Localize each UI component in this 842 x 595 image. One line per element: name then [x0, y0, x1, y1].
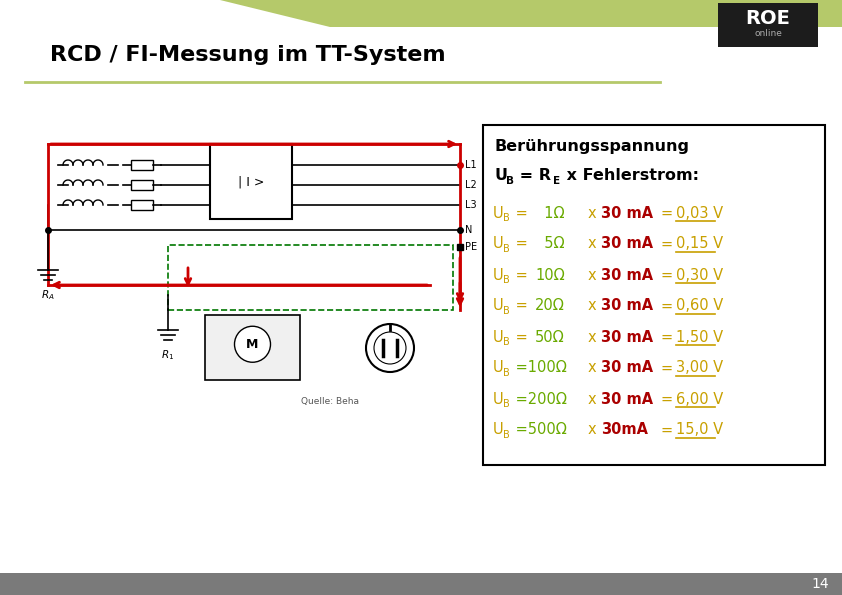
- Text: =500Ω: =500Ω: [511, 422, 567, 437]
- Text: M: M: [247, 338, 258, 350]
- Text: 10Ω: 10Ω: [535, 268, 565, 283]
- Text: 3,00 V: 3,00 V: [676, 361, 723, 375]
- Text: 1Ω: 1Ω: [535, 205, 564, 221]
- Text: 30 mA: 30 mA: [601, 236, 653, 252]
- Text: x: x: [588, 392, 597, 406]
- Text: = R: = R: [514, 168, 551, 183]
- Text: U: U: [493, 392, 504, 406]
- Text: x: x: [588, 268, 597, 283]
- Text: U: U: [493, 330, 504, 345]
- Text: x: x: [588, 422, 597, 437]
- Text: 5Ω: 5Ω: [535, 236, 564, 252]
- Text: =: =: [511, 236, 528, 252]
- Text: B: B: [503, 306, 509, 316]
- Text: 0,15 V: 0,15 V: [676, 236, 723, 252]
- Text: 30 mA: 30 mA: [601, 361, 653, 375]
- Text: B: B: [503, 275, 509, 285]
- Bar: [210, 144, 292, 219]
- Text: =: =: [661, 205, 673, 221]
- Text: =: =: [661, 422, 673, 437]
- Bar: [483, 125, 825, 465]
- Text: =: =: [661, 299, 673, 314]
- Text: x: x: [588, 236, 597, 252]
- Bar: [168, 245, 453, 310]
- Text: x Fehlerstrom:: x Fehlerstrom:: [561, 168, 699, 183]
- Text: =: =: [511, 299, 528, 314]
- Text: 0,03 V: 0,03 V: [676, 205, 723, 221]
- Text: 30 mA: 30 mA: [601, 205, 653, 221]
- Text: E: E: [553, 176, 560, 186]
- Text: RCD / FI-Messung im TT-System: RCD / FI-Messung im TT-System: [50, 45, 445, 65]
- Text: x: x: [588, 205, 597, 221]
- Text: U: U: [493, 299, 504, 314]
- Text: 0,30 V: 0,30 V: [676, 268, 723, 283]
- Text: x: x: [588, 361, 597, 375]
- Text: x: x: [588, 330, 597, 345]
- Text: x: x: [588, 299, 597, 314]
- Text: =: =: [661, 236, 673, 252]
- Text: B: B: [503, 337, 509, 347]
- Text: =200Ω: =200Ω: [511, 392, 567, 406]
- Bar: [718, 3, 818, 47]
- Bar: [131, 160, 153, 170]
- Text: ROE: ROE: [745, 10, 791, 29]
- Text: U: U: [493, 422, 504, 437]
- Text: B: B: [503, 430, 509, 440]
- Text: $R_A$: $R_A$: [41, 288, 55, 302]
- Text: =: =: [661, 330, 673, 345]
- Bar: [205, 315, 300, 380]
- Bar: [0, 573, 842, 595]
- Text: L3: L3: [465, 200, 477, 210]
- Text: =: =: [661, 361, 673, 375]
- Text: 30 mA: 30 mA: [601, 392, 653, 406]
- Circle shape: [366, 324, 414, 372]
- Text: 14: 14: [811, 577, 829, 591]
- Text: L2: L2: [465, 180, 477, 190]
- Text: =: =: [661, 268, 673, 283]
- Text: =: =: [511, 205, 528, 221]
- Text: Quelle: Beha: Quelle: Beha: [301, 397, 359, 406]
- Text: Berührungsspannung: Berührungsspannung: [495, 139, 690, 155]
- Bar: [131, 180, 153, 190]
- Text: B: B: [503, 399, 509, 409]
- Text: B: B: [503, 244, 509, 254]
- Text: 30 mA: 30 mA: [601, 330, 653, 345]
- Text: =: =: [511, 330, 528, 345]
- Text: L1: L1: [465, 160, 477, 170]
- Text: B: B: [503, 213, 509, 223]
- Text: =: =: [511, 268, 528, 283]
- Circle shape: [235, 326, 270, 362]
- Text: U: U: [493, 268, 504, 283]
- Text: N: N: [465, 225, 472, 235]
- Text: 0,60 V: 0,60 V: [676, 299, 723, 314]
- Text: 6,00 V: 6,00 V: [676, 392, 723, 406]
- Text: =: =: [661, 392, 673, 406]
- Text: U: U: [495, 168, 508, 183]
- Text: 20Ω: 20Ω: [535, 299, 565, 314]
- Text: U: U: [493, 361, 504, 375]
- Text: $R_1$: $R_1$: [162, 348, 174, 362]
- Text: U: U: [493, 205, 504, 221]
- Text: =100Ω: =100Ω: [511, 361, 567, 375]
- Text: online: online: [754, 30, 782, 39]
- Text: 50Ω: 50Ω: [535, 330, 565, 345]
- Text: 1,50 V: 1,50 V: [676, 330, 723, 345]
- Text: B: B: [506, 176, 514, 186]
- Text: PE: PE: [465, 242, 477, 252]
- Text: 30 mA: 30 mA: [601, 299, 653, 314]
- Circle shape: [374, 332, 406, 364]
- Text: | I >: | I >: [237, 175, 264, 188]
- Text: 15,0 V: 15,0 V: [676, 422, 723, 437]
- Polygon shape: [0, 0, 842, 27]
- Bar: [131, 200, 153, 210]
- Text: 30mA: 30mA: [601, 422, 648, 437]
- Text: 30 mA: 30 mA: [601, 268, 653, 283]
- Text: B: B: [503, 368, 509, 378]
- Text: U: U: [493, 236, 504, 252]
